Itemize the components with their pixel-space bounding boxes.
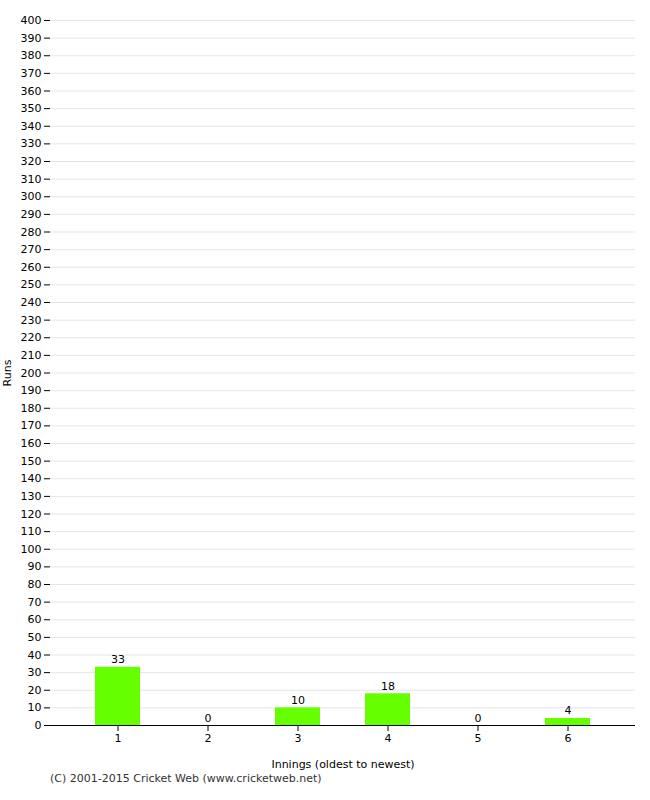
svg-text:190: 190 [21, 384, 42, 397]
svg-text:270: 270 [21, 243, 42, 256]
svg-text:180: 180 [21, 402, 42, 415]
svg-text:2: 2 [205, 732, 212, 745]
svg-text:90: 90 [28, 560, 42, 573]
svg-text:360: 360 [21, 85, 42, 98]
svg-text:130: 130 [21, 490, 42, 503]
svg-text:10: 10 [291, 694, 305, 707]
svg-text:1: 1 [115, 732, 122, 745]
svg-text:4: 4 [385, 732, 392, 745]
svg-text:290: 290 [21, 208, 42, 221]
svg-text:5: 5 [475, 732, 482, 745]
svg-text:400: 400 [21, 14, 42, 27]
svg-text:240: 240 [21, 296, 42, 309]
svg-text:18: 18 [381, 680, 395, 693]
svg-text:6: 6 [565, 732, 572, 745]
svg-text:120: 120 [21, 508, 42, 521]
svg-text:280: 280 [21, 226, 42, 239]
svg-text:60: 60 [28, 613, 42, 626]
svg-text:20: 20 [28, 684, 42, 697]
svg-text:380: 380 [21, 49, 42, 62]
svg-text:50: 50 [28, 631, 42, 644]
svg-text:0: 0 [475, 712, 482, 725]
svg-text:350: 350 [21, 102, 42, 115]
svg-text:370: 370 [21, 67, 42, 80]
svg-text:200: 200 [21, 367, 42, 380]
svg-text:230: 230 [21, 314, 42, 327]
svg-text:30: 30 [28, 666, 42, 679]
svg-text:100: 100 [21, 543, 42, 556]
svg-text:0: 0 [205, 712, 212, 725]
svg-text:150: 150 [21, 455, 42, 468]
svg-text:330: 330 [21, 137, 42, 150]
svg-text:0: 0 [35, 719, 42, 732]
svg-text:390: 390 [21, 32, 42, 45]
svg-text:10: 10 [28, 701, 42, 714]
svg-text:40: 40 [28, 649, 42, 662]
svg-text:140: 140 [21, 472, 42, 485]
svg-text:320: 320 [21, 155, 42, 168]
svg-text:70: 70 [28, 596, 42, 609]
svg-text:220: 220 [21, 331, 42, 344]
svg-text:250: 250 [21, 278, 42, 291]
svg-text:Runs: Runs [1, 359, 14, 386]
svg-text:340: 340 [21, 120, 42, 133]
html-text:(C) 2001-2015 Cricket Web (www: (C) 2001-2015 Cricket Web (www.cricketwe… [50, 772, 322, 785]
svg-text:210: 210 [21, 349, 42, 362]
svg-text:80: 80 [28, 578, 42, 591]
svg-text:Innings (oldest to newest): Innings (oldest to newest) [271, 758, 414, 771]
svg-text:170: 170 [21, 419, 42, 432]
svg-text:110: 110 [21, 525, 42, 538]
svg-text:300: 300 [21, 190, 42, 203]
svg-text:4: 4 [565, 704, 572, 717]
svg-text:33: 33 [111, 653, 125, 666]
svg-text:160: 160 [21, 437, 42, 450]
svg-text:3: 3 [295, 732, 302, 745]
svg-text:310: 310 [21, 173, 42, 186]
svg-text:260: 260 [21, 261, 42, 274]
